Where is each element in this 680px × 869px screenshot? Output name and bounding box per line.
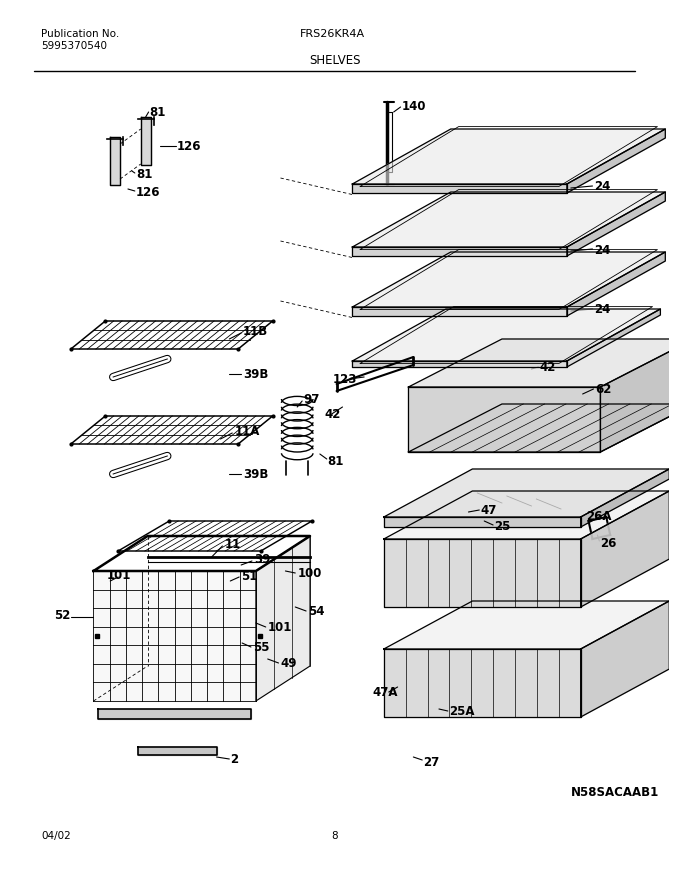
Polygon shape <box>99 709 251 720</box>
Text: 49: 49 <box>280 657 297 670</box>
Text: 140: 140 <box>402 99 426 112</box>
Polygon shape <box>138 747 216 755</box>
Text: 51: 51 <box>241 570 258 583</box>
Polygon shape <box>567 193 665 256</box>
Polygon shape <box>141 118 150 166</box>
Text: 25: 25 <box>494 520 511 533</box>
Text: 47: 47 <box>480 503 496 516</box>
Text: 8: 8 <box>331 830 338 840</box>
Polygon shape <box>567 253 665 316</box>
Polygon shape <box>409 388 600 453</box>
Text: 55: 55 <box>253 640 269 653</box>
Text: 126: 126 <box>177 140 202 153</box>
Text: 81: 81 <box>150 106 166 119</box>
Text: 26A: 26A <box>587 510 612 523</box>
Polygon shape <box>93 571 256 701</box>
Text: 62: 62 <box>596 383 612 396</box>
Text: 27: 27 <box>423 756 439 768</box>
Text: 25A: 25A <box>449 705 474 718</box>
Polygon shape <box>352 193 665 248</box>
Text: 24: 24 <box>594 180 611 193</box>
Text: FRS26KR4A: FRS26KR4A <box>300 29 365 39</box>
Polygon shape <box>352 248 567 256</box>
Text: 47A: 47A <box>372 686 398 699</box>
Text: 11A: 11A <box>234 425 260 438</box>
Text: 5995370540: 5995370540 <box>41 41 107 51</box>
Polygon shape <box>384 469 669 517</box>
Polygon shape <box>384 517 581 527</box>
Polygon shape <box>256 536 310 701</box>
Text: 04/02: 04/02 <box>41 830 71 840</box>
Text: 126: 126 <box>136 185 160 198</box>
Text: Publication No.: Publication No. <box>41 29 120 39</box>
Polygon shape <box>110 138 120 186</box>
Polygon shape <box>384 492 669 540</box>
Text: 11: 11 <box>224 538 241 551</box>
Polygon shape <box>581 601 669 717</box>
Polygon shape <box>409 340 680 388</box>
Polygon shape <box>352 309 660 362</box>
Text: 24: 24 <box>594 243 611 256</box>
Polygon shape <box>384 540 581 607</box>
Polygon shape <box>600 340 680 453</box>
Text: 54: 54 <box>308 605 324 618</box>
Text: 97: 97 <box>303 393 320 406</box>
Polygon shape <box>409 405 680 453</box>
Text: 42: 42 <box>539 362 556 374</box>
Text: 2: 2 <box>231 753 239 766</box>
Text: 11B: 11B <box>243 325 269 338</box>
Text: 101: 101 <box>268 620 292 634</box>
Polygon shape <box>352 362 567 368</box>
Text: SHELVES: SHELVES <box>309 53 360 66</box>
Polygon shape <box>352 308 567 316</box>
Text: 81: 81 <box>328 455 344 468</box>
Text: 52: 52 <box>54 609 71 622</box>
Text: N58SACAAB1: N58SACAAB1 <box>571 786 659 799</box>
Text: 39: 39 <box>254 553 270 566</box>
Text: 81: 81 <box>136 168 152 180</box>
Text: 100: 100 <box>297 567 322 580</box>
Text: 42: 42 <box>325 408 341 421</box>
Polygon shape <box>567 309 660 368</box>
Polygon shape <box>384 649 581 717</box>
Text: 101: 101 <box>106 569 131 582</box>
Polygon shape <box>581 492 669 607</box>
Text: 39B: 39B <box>243 468 269 481</box>
Polygon shape <box>352 129 665 185</box>
Polygon shape <box>384 601 669 649</box>
Polygon shape <box>581 469 669 527</box>
Polygon shape <box>352 185 567 194</box>
Polygon shape <box>352 253 665 308</box>
Text: 123: 123 <box>333 373 357 386</box>
Text: 24: 24 <box>594 303 611 316</box>
Text: 39B: 39B <box>243 368 269 381</box>
Text: 26: 26 <box>600 537 617 550</box>
Polygon shape <box>567 129 665 194</box>
